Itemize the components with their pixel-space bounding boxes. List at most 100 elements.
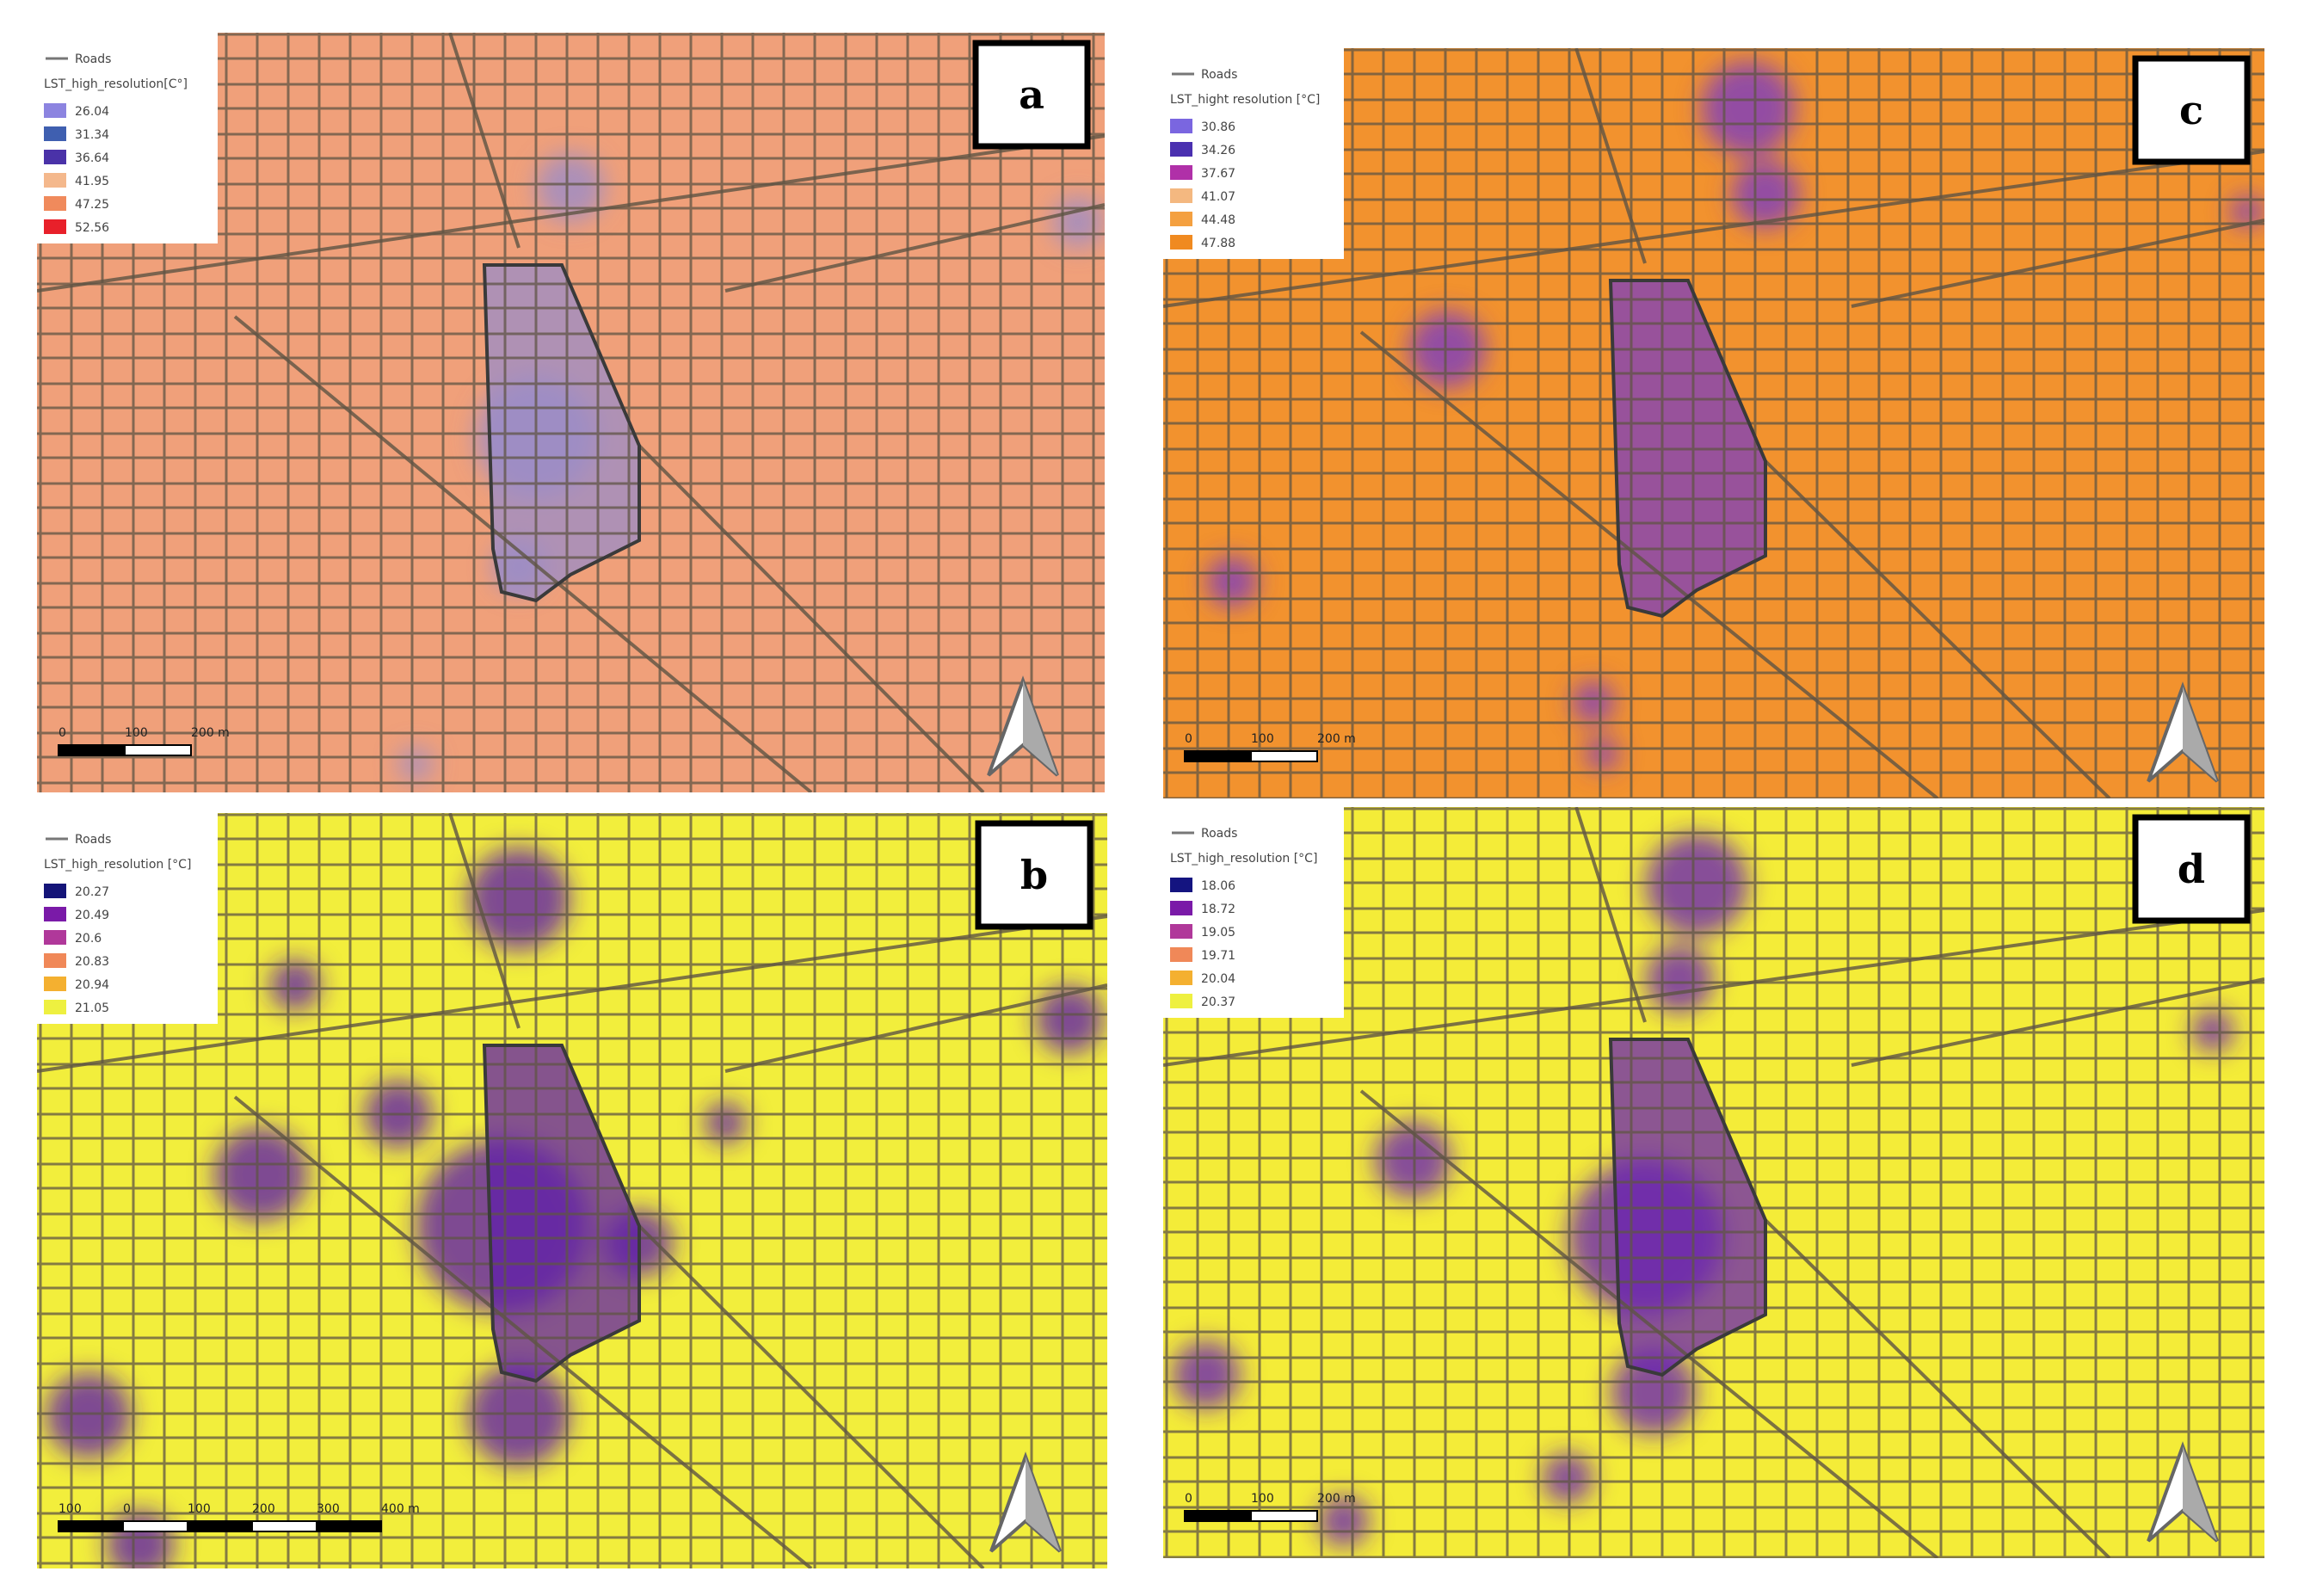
legend-label: 19.05 bbox=[1201, 926, 1235, 940]
legend-label: 20.6 bbox=[75, 932, 102, 946]
legend-swatch bbox=[1170, 165, 1192, 180]
scale-label: 200 m bbox=[191, 726, 230, 740]
scale-segment bbox=[124, 744, 192, 756]
road bbox=[1851, 977, 2264, 1067]
road bbox=[233, 315, 813, 792]
legend-label: 44.48 bbox=[1201, 213, 1235, 227]
legend-swatch bbox=[44, 953, 66, 968]
map-panel: Roads LST_high_resolution[C°] 26.04 31.34 36… bbox=[37, 33, 1105, 792]
legend-swatch bbox=[44, 1000, 66, 1014]
park-outline bbox=[1608, 1038, 1767, 1377]
legend-swatch bbox=[44, 907, 66, 921]
legend-swatch bbox=[44, 930, 66, 945]
legend-roads: Roads bbox=[75, 52, 111, 66]
north-arrow-shade bbox=[2183, 687, 2217, 781]
legend-box bbox=[1163, 48, 1344, 259]
legend-swatch bbox=[44, 150, 66, 164]
legend-swatch bbox=[1170, 235, 1192, 250]
scale-segment bbox=[1184, 750, 1252, 762]
legend-label: 20.94 bbox=[75, 978, 109, 992]
legend-label: 26.04 bbox=[75, 105, 109, 119]
legend-label: 20.04 bbox=[1201, 972, 1235, 986]
road bbox=[1574, 48, 1647, 264]
road bbox=[37, 134, 1105, 293]
panel-letter-box bbox=[972, 40, 1091, 150]
road bbox=[448, 813, 521, 1029]
legend-label: 41.07 bbox=[1201, 190, 1235, 204]
legend-title: LST_high_resolution [°C] bbox=[1170, 852, 1317, 866]
road bbox=[638, 444, 985, 792]
legend-label: 41.95 bbox=[75, 175, 109, 188]
legend-swatch bbox=[1170, 901, 1192, 915]
road-grid bbox=[1163, 48, 2264, 798]
legend-label: 37.67 bbox=[1201, 167, 1235, 181]
legend-swatch bbox=[1170, 924, 1192, 939]
road bbox=[638, 1224, 985, 1568]
legend-swatch bbox=[1170, 212, 1192, 226]
road bbox=[233, 1095, 813, 1568]
scale-label: 200 m bbox=[1317, 732, 1356, 746]
panel-letter-box bbox=[2132, 814, 2251, 924]
legend-swatch bbox=[44, 196, 66, 211]
legend-label: 20.27 bbox=[75, 885, 109, 899]
panel-letter: c bbox=[2179, 87, 2203, 133]
road bbox=[1851, 219, 2264, 308]
park-outline bbox=[482, 1044, 641, 1383]
panel-letter: b bbox=[1020, 852, 1048, 898]
legend-swatch bbox=[1170, 947, 1192, 962]
scale-label: 0 bbox=[59, 726, 66, 740]
park-outline bbox=[482, 263, 641, 603]
legend-label: 20.83 bbox=[75, 955, 109, 969]
scale-label: 400 m bbox=[381, 1502, 420, 1516]
legend-title: LST_high_resolution[C°] bbox=[44, 77, 188, 91]
legend-roads: Roads bbox=[75, 833, 111, 847]
road bbox=[1764, 1218, 2111, 1558]
legend-label: 52.56 bbox=[75, 221, 109, 235]
scale-segment bbox=[1250, 1510, 1318, 1522]
legend-swatch bbox=[44, 126, 66, 141]
scale-segment bbox=[58, 744, 126, 756]
road bbox=[37, 915, 1107, 1073]
legend-box bbox=[37, 813, 218, 1024]
north-arrow-shade bbox=[1023, 681, 1057, 775]
road bbox=[1163, 909, 2264, 1067]
panel-letter-box bbox=[975, 820, 1094, 930]
scale-segment bbox=[122, 1520, 188, 1532]
legend-label: 31.34 bbox=[75, 128, 109, 142]
legend-swatch bbox=[44, 977, 66, 991]
legend-title: LST_hight resolution [°C] bbox=[1170, 93, 1320, 107]
road bbox=[724, 203, 1105, 293]
legend-label: 47.25 bbox=[75, 198, 109, 212]
legend-label: 30.86 bbox=[1201, 120, 1235, 134]
legend-swatch bbox=[1170, 142, 1192, 157]
panel-letter-box bbox=[2132, 55, 2251, 165]
scale-label: 100 bbox=[1251, 1492, 1274, 1506]
panel-letter: d bbox=[2178, 846, 2205, 892]
map-panel: Roads LST_high_resolution [°C] 18.06 18.72 1… bbox=[1163, 807, 2264, 1558]
scale-label: 0 bbox=[123, 1502, 131, 1516]
road bbox=[1163, 150, 2264, 308]
road-grid bbox=[1163, 807, 2264, 1558]
legend-swatch bbox=[44, 103, 66, 118]
legend-swatch bbox=[1170, 971, 1192, 985]
road bbox=[1359, 1089, 1939, 1558]
north-arrow-shade bbox=[1026, 1457, 1060, 1551]
park-outline bbox=[1608, 279, 1767, 619]
legend-swatch bbox=[1170, 119, 1192, 133]
scale-label: 300 bbox=[317, 1502, 340, 1516]
scale-label: 100 bbox=[59, 1502, 82, 1516]
legend-label: 20.37 bbox=[1201, 995, 1235, 1009]
legend-box bbox=[37, 33, 218, 243]
road bbox=[1574, 807, 1647, 1023]
road bbox=[1359, 330, 1939, 798]
legend-label: 34.26 bbox=[1201, 144, 1235, 157]
legend-label: 19.71 bbox=[1201, 949, 1235, 963]
scale-label: 100 bbox=[188, 1502, 211, 1516]
north-arrow-shade bbox=[2183, 1446, 2217, 1541]
legend-label: 36.64 bbox=[75, 151, 109, 165]
legend-roads: Roads bbox=[1201, 827, 1237, 841]
legend-swatch bbox=[44, 219, 66, 234]
scale-segment bbox=[316, 1520, 382, 1532]
scale-segment bbox=[58, 1520, 124, 1532]
